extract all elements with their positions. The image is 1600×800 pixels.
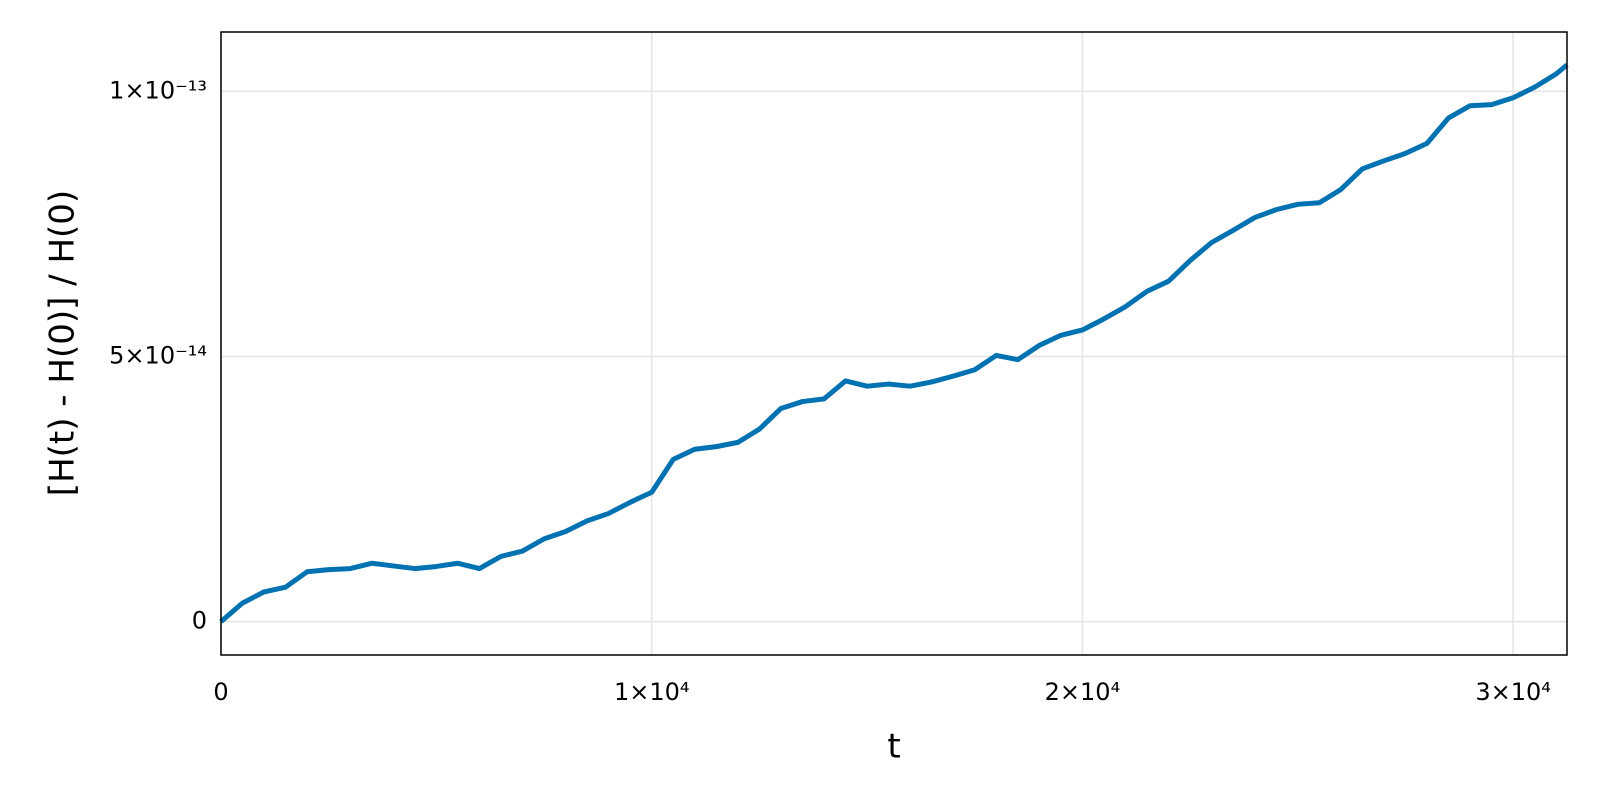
y-tick-label: 1×10⁻¹³ [109,76,207,104]
x-tick-label: 0 [213,678,228,706]
y-tick-label: 5×10⁻¹⁴ [109,341,207,369]
data-line [219,62,1569,624]
x-axis-label: t [887,727,900,767]
plot-frame [220,31,1568,656]
x-tick-label: 2×10⁴ [1045,678,1121,706]
x-tick-label: 1×10⁴ [614,678,690,706]
y-axis-label: [H(t) - H(0)] / H(0) [43,190,83,496]
y-tick-label: 0 [192,607,207,635]
x-tick-label: 3×10⁴ [1475,678,1551,706]
